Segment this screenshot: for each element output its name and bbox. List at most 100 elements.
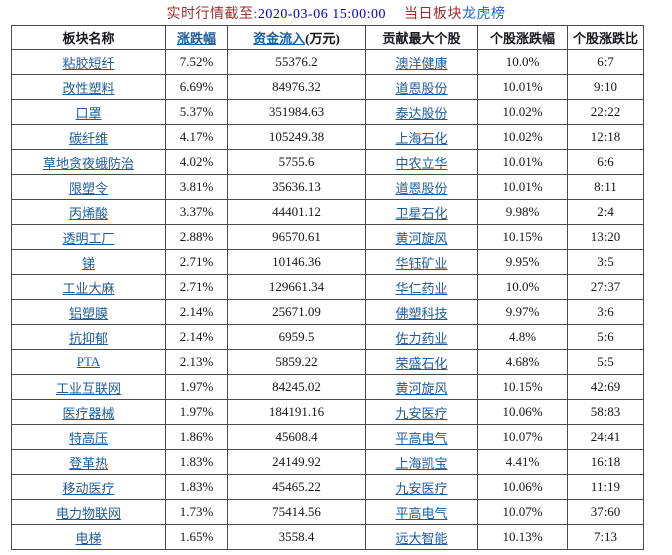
top-stock-cell: 九安医疗 [365, 474, 478, 500]
sector-name-cell: 抗抑郁 [11, 324, 166, 350]
stock-link[interactable]: 佛塑科技 [395, 305, 448, 321]
change-pct-cell: 2.14% [165, 299, 228, 325]
updown-ratio-cell: 27:37 [567, 274, 644, 300]
updown-ratio-cell: 24:41 [567, 424, 644, 450]
title-timestamp: 2020-03-06 15:00:00 [257, 7, 386, 22]
sector-link[interactable]: 丙烯酸 [68, 205, 108, 221]
updown-ratio-cell: 7:13 [567, 524, 644, 550]
table-row: 电梯 1.65% 3558.4 远大智能 10.13% 7:13 [11, 524, 644, 550]
stock-link[interactable]: 澳洋健康 [395, 55, 448, 71]
sector-link[interactable]: 粘胶短纤 [62, 55, 115, 71]
sort-by-inflow-link[interactable]: 资金流入 [253, 31, 306, 46]
change-pct-cell: 1.97% [165, 399, 228, 425]
sector-link[interactable]: 锑 [81, 255, 95, 271]
updown-ratio-cell: 9:10 [567, 74, 644, 100]
updown-ratio-cell: 58:83 [567, 399, 644, 425]
stock-link[interactable]: 荣盛石化 [395, 355, 448, 371]
stock-link[interactable]: 九安医疗 [395, 405, 448, 421]
inflow-cell: 84245.02 [227, 374, 366, 400]
stock-link[interactable]: 黄河旋风 [395, 380, 448, 396]
sector-link[interactable]: 口罩 [75, 105, 102, 121]
stock-link[interactable]: 道恩股份 [395, 80, 448, 96]
table-row: 工业大麻 2.71% 129661.34 华仁药业 10.0% 27:37 [11, 274, 644, 300]
sector-link[interactable]: 限塑令 [68, 180, 108, 196]
updown-ratio-cell: 8:11 [567, 174, 644, 200]
sector-link[interactable]: 抗抑郁 [68, 330, 108, 346]
sector-link[interactable]: 电梯 [75, 530, 102, 546]
change-pct-cell: 7.52% [165, 49, 228, 75]
stock-link[interactable]: 华仁药业 [395, 280, 448, 296]
stock-link[interactable]: 九安医疗 [395, 480, 448, 496]
sector-link[interactable]: 工业大麻 [62, 280, 115, 296]
header-top-stock: 贡献最大个股 [365, 25, 478, 50]
sector-name-cell: 粘胶短纤 [11, 49, 166, 75]
sector-link[interactable]: 透明工厂 [62, 230, 115, 246]
stock-link[interactable]: 远大智能 [395, 530, 448, 546]
inflow-cell: 96570.61 [227, 224, 366, 250]
inflow-cell: 35636.13 [227, 174, 366, 200]
inflow-cell: 351984.63 [227, 99, 366, 125]
header-change-pct: 涨跌幅 [165, 25, 228, 50]
updown-ratio-cell: 42:69 [567, 374, 644, 400]
sector-link[interactable]: 登革热 [68, 455, 108, 471]
change-pct-cell: 1.86% [165, 424, 228, 450]
sector-name-cell: PTA [11, 349, 166, 375]
sector-link[interactable]: 改性塑料 [62, 80, 115, 96]
stock-change-cell: 4.41% [477, 449, 568, 475]
change-pct-cell: 2.71% [165, 249, 228, 275]
sector-name-cell: 工业大麻 [11, 274, 166, 300]
sector-name-cell: 医疗器械 [11, 399, 166, 425]
stock-link[interactable]: 平高电气 [395, 430, 448, 446]
sector-link[interactable]: 工业互联网 [55, 380, 121, 396]
top-stock-cell: 黄河旋风 [365, 224, 478, 250]
change-pct-cell: 2.14% [165, 324, 228, 350]
sector-link[interactable]: 特高压 [68, 430, 108, 446]
inflow-cell: 129661.34 [227, 274, 366, 300]
change-pct-cell: 1.83% [165, 449, 228, 475]
dragon-tiger-board-link[interactable]: 龙虎榜 [462, 7, 506, 22]
sector-name-cell: 移动医疗 [11, 474, 166, 500]
sector-link[interactable]: 电力物联网 [55, 505, 121, 521]
stock-link[interactable]: 泰达股份 [395, 105, 448, 121]
sector-link[interactable]: 铝塑膜 [68, 305, 108, 321]
top-stock-cell: 道恩股份 [365, 74, 478, 100]
stock-change-cell: 10.06% [477, 474, 568, 500]
sector-name-cell: 特高压 [11, 424, 166, 450]
stock-link[interactable]: 平高电气 [395, 505, 448, 521]
stock-link[interactable]: 上海凯宝 [395, 455, 448, 471]
stock-link[interactable]: 上海石化 [395, 130, 448, 146]
top-stock-cell: 佛塑科技 [365, 299, 478, 325]
table-row: 工业互联网 1.97% 84245.02 黄河旋风 10.15% 42:69 [11, 374, 644, 400]
sector-name-cell: 铝塑膜 [11, 299, 166, 325]
stock-link[interactable]: 道恩股份 [395, 180, 448, 196]
stock-link[interactable]: 黄河旋风 [395, 230, 448, 246]
stock-link[interactable]: 佐力药业 [395, 330, 448, 346]
sector-name-cell: 改性塑料 [11, 74, 166, 100]
top-stock-cell: 华钰矿业 [365, 249, 478, 275]
sector-link[interactable]: 草地贪夜蛾防治 [42, 155, 134, 171]
stock-change-cell: 9.98% [477, 199, 568, 225]
stock-link[interactable]: 华钰矿业 [395, 255, 448, 271]
sector-link[interactable]: 碳纤维 [68, 130, 108, 146]
stock-link[interactable]: 中农立华 [395, 155, 448, 171]
sector-name-cell: 草地贪夜蛾防治 [11, 149, 166, 175]
top-stock-cell: 卫星石化 [365, 199, 478, 225]
stock-link[interactable]: 卫星石化 [395, 205, 448, 221]
table-row: 铝塑膜 2.14% 25671.09 佛塑科技 9.97% 3:6 [11, 299, 644, 325]
stock-change-cell: 10.0% [477, 274, 568, 300]
header-stock-change-pct: 个股涨跌幅 [477, 25, 568, 50]
table-row: 丙烯酸 3.37% 44401.12 卫星石化 9.98% 2:4 [11, 199, 644, 225]
inflow-cell: 5755.6 [227, 149, 366, 175]
updown-ratio-cell: 3:5 [567, 249, 644, 275]
stock-change-cell: 10.01% [477, 174, 568, 200]
sector-link[interactable]: 移动医疗 [62, 480, 115, 496]
table-row: 透明工厂 2.88% 96570.61 黄河旋风 10.15% 13:20 [11, 224, 644, 250]
sector-link[interactable]: 医疗器械 [62, 405, 115, 421]
stock-change-cell: 10.01% [477, 74, 568, 100]
top-stock-cell: 泰达股份 [365, 99, 478, 125]
sector-name-cell: 锑 [11, 249, 166, 275]
sector-link[interactable]: PTA [76, 354, 101, 369]
stock-change-cell: 10.0% [477, 49, 568, 75]
sort-by-change-link[interactable]: 涨跌幅 [176, 31, 216, 46]
stock-change-cell: 10.02% [477, 124, 568, 150]
